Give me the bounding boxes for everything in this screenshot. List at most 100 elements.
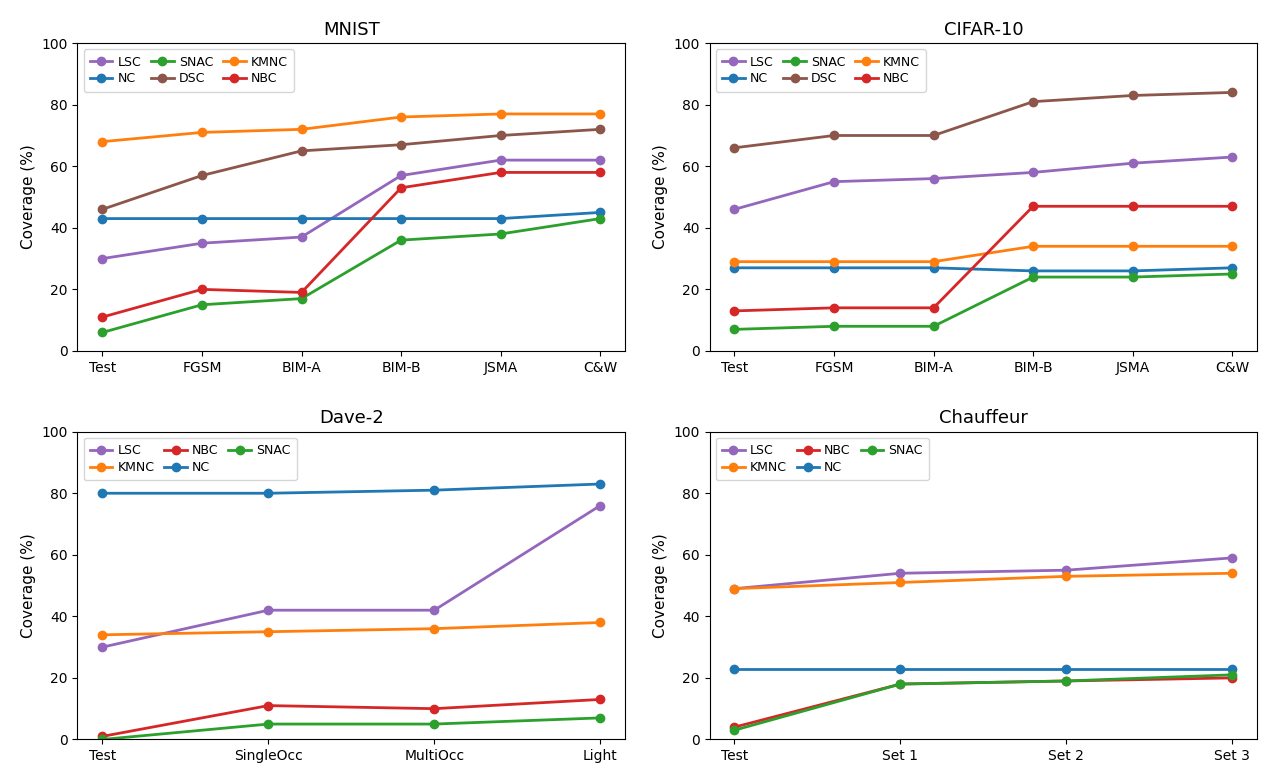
Line: LSC: LSC — [730, 554, 1236, 593]
KMNC — [1058, 572, 1074, 581]
SNAC — [194, 300, 210, 310]
NC — [925, 263, 941, 273]
LSC — [194, 238, 210, 248]
NC — [727, 664, 743, 673]
DSC — [1224, 88, 1240, 97]
NBC — [1224, 201, 1240, 211]
Y-axis label: Coverage (%): Coverage (%) — [653, 533, 668, 638]
NBC — [1125, 201, 1140, 211]
NC — [593, 208, 608, 217]
SNAC — [294, 294, 309, 303]
Line: KMNC: KMNC — [730, 242, 1236, 266]
NC — [1025, 267, 1040, 276]
KMNC — [1125, 241, 1140, 251]
NC — [261, 488, 276, 498]
KMNC — [593, 618, 608, 627]
Line: DSC: DSC — [98, 125, 604, 213]
SNAC — [427, 720, 442, 729]
SNAC — [95, 328, 110, 337]
LSC — [1025, 168, 1040, 177]
LSC — [925, 174, 941, 183]
Title: Chauffeur: Chauffeur — [939, 409, 1028, 427]
Title: MNIST: MNIST — [323, 21, 380, 39]
Line: LSC: LSC — [98, 502, 604, 652]
NC — [893, 664, 909, 673]
LSC — [593, 501, 608, 510]
Line: NBC: NBC — [98, 169, 604, 321]
SNAC — [1058, 677, 1074, 686]
DSC — [925, 131, 941, 140]
NBC — [493, 168, 509, 177]
Line: DSC: DSC — [730, 89, 1236, 152]
SNAC — [893, 680, 909, 689]
NC — [95, 214, 110, 223]
KMNC — [95, 137, 110, 147]
DSC — [95, 205, 110, 214]
Line: NC: NC — [730, 263, 1236, 275]
DSC — [727, 143, 743, 153]
NBC — [925, 303, 941, 313]
KMNC — [925, 257, 941, 267]
SNAC — [493, 229, 509, 238]
LSC — [727, 584, 743, 593]
NC — [95, 488, 110, 498]
NBC — [427, 704, 442, 713]
KMNC — [1224, 241, 1240, 251]
DSC — [194, 171, 210, 180]
KMNC — [893, 578, 909, 587]
SNAC — [593, 713, 608, 723]
Line: NBC: NBC — [730, 673, 1236, 731]
Line: NBC: NBC — [730, 202, 1236, 315]
Line: LSC: LSC — [98, 156, 604, 263]
LSC — [95, 254, 110, 263]
KMNC — [95, 630, 110, 640]
KMNC — [261, 627, 276, 637]
KMNC — [194, 128, 210, 137]
Legend: LSC, KMNC, NBC, NC, SNAC: LSC, KMNC, NBC, NC, SNAC — [716, 438, 929, 480]
NC — [593, 479, 608, 488]
LSC — [493, 155, 509, 165]
LSC — [727, 205, 743, 214]
Y-axis label: Coverage (%): Coverage (%) — [20, 533, 36, 638]
SNAC — [394, 235, 409, 245]
LSC — [294, 232, 309, 241]
SNAC — [727, 325, 743, 334]
NBC — [95, 731, 110, 741]
DSC — [1025, 97, 1040, 107]
NC — [427, 485, 442, 495]
Line: KMNC: KMNC — [98, 619, 604, 639]
Line: NC: NC — [98, 480, 604, 497]
LSC — [427, 605, 442, 615]
NBC — [593, 168, 608, 177]
NC — [294, 214, 309, 223]
Title: CIFAR-10: CIFAR-10 — [943, 21, 1024, 39]
KMNC — [727, 584, 743, 593]
KMNC — [727, 257, 743, 267]
Legend: LSC, NC, SNAC, DSC, KMNC, NBC: LSC, NC, SNAC, DSC, KMNC, NBC — [716, 49, 927, 92]
NC — [1224, 664, 1240, 673]
KMNC — [1224, 568, 1240, 578]
SNAC — [1125, 272, 1140, 281]
Line: NC: NC — [98, 209, 604, 223]
SNAC — [95, 735, 110, 744]
Line: SNAC: SNAC — [98, 713, 604, 743]
SNAC — [593, 214, 608, 223]
NBC — [827, 303, 842, 313]
Line: LSC: LSC — [730, 153, 1236, 213]
DSC — [394, 140, 409, 150]
NBC — [394, 183, 409, 193]
KMNC — [427, 624, 442, 633]
NBC — [1058, 677, 1074, 686]
NC — [1058, 664, 1074, 673]
LSC — [1224, 554, 1240, 563]
LSC — [95, 642, 110, 652]
NBC — [727, 307, 743, 316]
DSC — [593, 125, 608, 134]
KMNC — [593, 109, 608, 118]
NBC — [1025, 201, 1040, 211]
KMNC — [394, 112, 409, 122]
NBC — [893, 680, 909, 689]
LSC — [1058, 565, 1074, 575]
NC — [1125, 267, 1140, 276]
DSC — [493, 131, 509, 140]
